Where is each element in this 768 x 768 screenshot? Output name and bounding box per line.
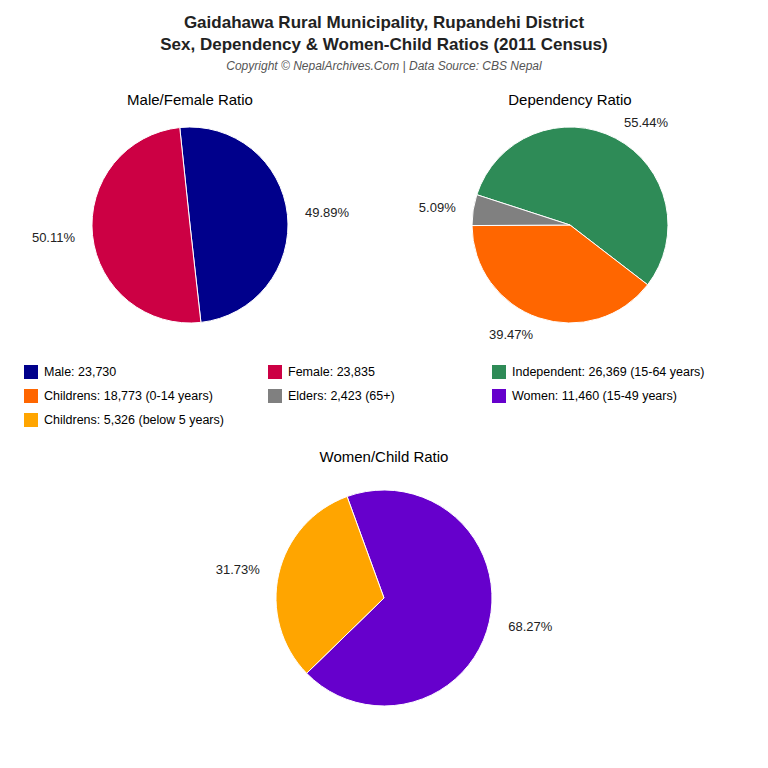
- pie-slice: [472, 225, 648, 323]
- data-label: 31.73%: [216, 562, 261, 577]
- pie-title: Male/Female Ratio: [127, 91, 253, 108]
- legend-swatch: [268, 365, 282, 379]
- pie: 55.44% 39.47% 5.09%: [419, 115, 669, 342]
- data-label: 55.44%: [624, 115, 669, 130]
- pie-slice: [472, 195, 570, 226]
- pie: 49.89% 50.11%: [32, 127, 350, 323]
- annotation: Copyright © NepalArchives.Com | Data Sou…: [226, 59, 542, 73]
- legend-label: Female: 23,835: [288, 365, 375, 379]
- data-label: 5.09%: [419, 200, 456, 215]
- pie: 68.27% 31.73%: [216, 490, 553, 706]
- legend-label: Childrens: 18,773 (0-14 years): [44, 389, 213, 403]
- legend-item: Childrens: 18,773 (0-14 years): [24, 389, 213, 403]
- data-label: 39.47%: [489, 327, 534, 342]
- legend-swatch: [492, 389, 506, 403]
- legend-swatch: [24, 365, 38, 379]
- pie-title: Women/Child Ratio: [320, 448, 449, 465]
- legend-swatch: [24, 413, 38, 427]
- pie-slice: [276, 497, 384, 674]
- subtitle: Sex, Dependency & Women-Child Ratios (20…: [160, 35, 607, 54]
- legend-item: Childrens: 5,326 (below 5 years): [24, 413, 224, 427]
- legend-label: Women: 11,460 (15-49 years): [512, 389, 677, 403]
- data-label: 68.27%: [508, 619, 553, 634]
- data-label: 50.11%: [32, 230, 76, 245]
- legend-swatch: [24, 389, 38, 403]
- legend: Male: 23,730 Female: 23,835 Independent: 2…: [24, 365, 705, 427]
- legend-item: Male: 23,730: [24, 365, 116, 379]
- pie-title: Dependency Ratio: [508, 91, 631, 108]
- legend-swatch: [492, 365, 506, 379]
- legend-label: Male: 23,730: [44, 365, 116, 379]
- data-label: 49.89%: [305, 205, 350, 220]
- pie-slice: [92, 128, 201, 323]
- legend-swatch: [268, 389, 282, 403]
- legend-item: Women: 11,460 (15-49 years): [492, 389, 677, 403]
- legend-item: Independent: 26,369 (15-64 years): [492, 365, 705, 379]
- figure: Gaidahawa Rural Municipality, Rupandehi …: [0, 0, 768, 768]
- legend-item: Female: 23,835: [268, 365, 375, 379]
- legend-label: Independent: 26,369 (15-64 years): [512, 365, 705, 379]
- legend-label: Childrens: 5,326 (below 5 years): [44, 413, 224, 427]
- legend-label: Elders: 2,423 (65+): [288, 389, 395, 403]
- title: Gaidahawa Rural Municipality, Rupandehi …: [184, 13, 585, 32]
- legend-item: Elders: 2,423 (65+): [268, 389, 395, 403]
